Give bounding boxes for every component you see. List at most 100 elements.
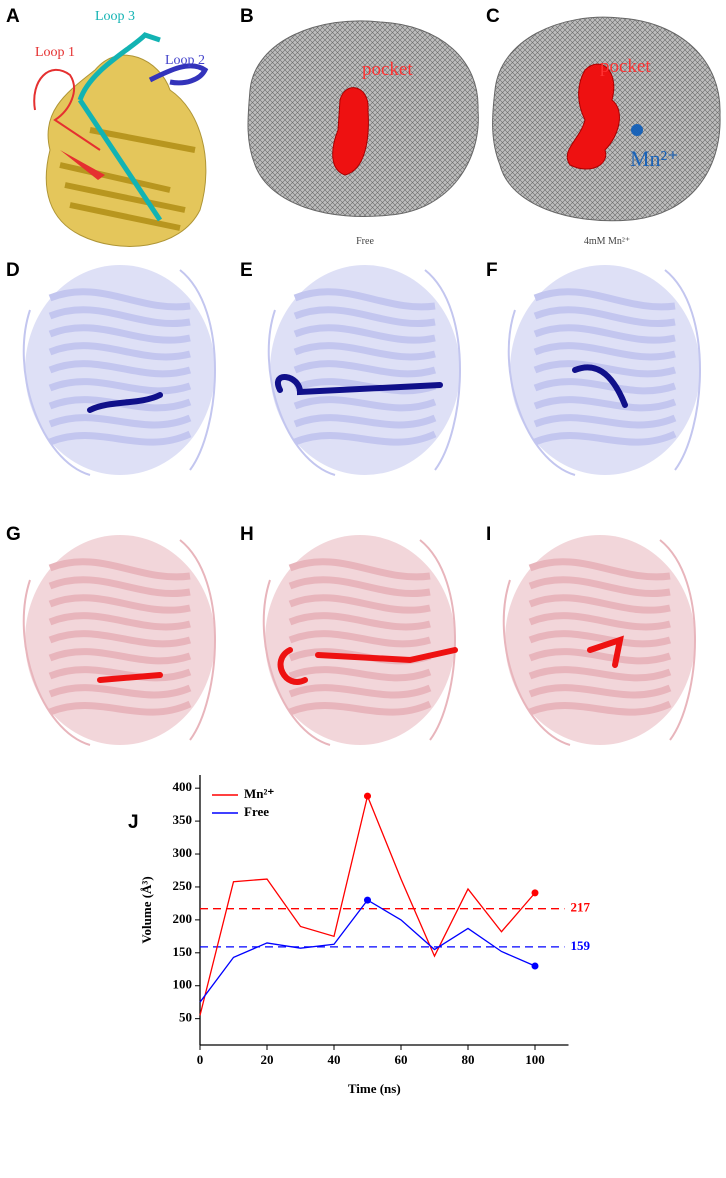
chart-j: J 50 100 150 200 250 300 350 400 0 20 40 60 80 100 Time… — [128, 775, 591, 1096]
beta-strand — [293, 288, 436, 311]
panel-label: G — [6, 524, 21, 545]
highlight — [87, 392, 163, 413]
y-tick-label: 350 — [173, 812, 193, 827]
panel-c: C pocket Mn²⁺ 4mM Mn²⁺ — [486, 6, 721, 247]
beta-strand — [48, 576, 191, 597]
x-tick-label: 60 — [395, 1052, 408, 1067]
legend-label: Mn²⁺ — [244, 786, 274, 801]
reference-label: 159 — [571, 938, 591, 953]
ribbon-core — [45, 54, 207, 247]
beta-strand — [528, 666, 672, 682]
ion-label: Mn²⁺ — [630, 146, 679, 171]
beta-strand — [528, 700, 672, 716]
x-tick-label: 40 — [328, 1052, 341, 1067]
beta-strand — [48, 288, 191, 311]
beta-strand — [48, 306, 191, 327]
highlight — [97, 672, 163, 683]
beta-strands — [59, 127, 196, 231]
highlight — [572, 364, 628, 408]
beta-strand — [528, 558, 671, 581]
beta-strand — [533, 414, 677, 429]
point-marker — [364, 896, 371, 904]
series-line — [199, 793, 536, 1016]
beta-strand — [288, 558, 431, 581]
beta-strand — [48, 558, 191, 581]
highlight — [275, 374, 443, 396]
pocket-label: pocket — [362, 59, 413, 80]
protein-panels: D E F G H I — [6, 260, 701, 746]
series-line — [199, 899, 536, 1003]
beta-strand — [48, 414, 192, 429]
beta-strand — [48, 612, 191, 631]
beta-strand — [48, 648, 192, 665]
beta-strand — [528, 648, 672, 665]
beta-strand — [528, 594, 671, 614]
beta-strand — [293, 306, 436, 327]
loops — [267, 269, 461, 476]
x-tick-label: 100 — [525, 1052, 545, 1067]
panel-label: F — [486, 260, 498, 281]
beta-strand — [288, 666, 432, 682]
x-axis-label: Time (ns) — [348, 1081, 401, 1096]
point-marker — [531, 962, 539, 970]
beta-strand — [48, 430, 192, 446]
beta-strand — [293, 324, 436, 344]
beta-strand — [293, 430, 437, 446]
panel-a: A Loop 1 Loop 3 Loop 2 — [6, 6, 209, 247]
beta-strand — [533, 396, 677, 412]
y-tick-label: 150 — [173, 944, 193, 959]
beta-strand — [48, 666, 192, 682]
legend-label: Free — [244, 804, 269, 819]
beta-strand — [528, 576, 671, 597]
ion — [631, 124, 643, 136]
beta-strand — [48, 360, 192, 378]
point-marker — [531, 889, 539, 897]
beta-strand — [293, 360, 437, 378]
beta-strand — [48, 342, 191, 361]
loop-label: Loop 2 — [165, 53, 205, 68]
y-tick-label: 100 — [173, 977, 193, 992]
panel-label: J — [128, 812, 139, 833]
y-tick-label: 300 — [173, 845, 193, 860]
x-tick-label: 0 — [197, 1052, 204, 1067]
loops — [22, 269, 216, 476]
caption: Free — [356, 236, 374, 247]
highlight — [587, 635, 624, 668]
beta-strand — [48, 378, 192, 395]
point-marker — [364, 792, 371, 800]
y-tick-label: 200 — [173, 911, 193, 926]
loops — [22, 539, 216, 746]
y-axis-label: Volume (Å³) — [139, 876, 154, 943]
x-tick-label: 20 — [261, 1052, 274, 1067]
beta-strand — [533, 360, 677, 378]
loops — [262, 539, 456, 746]
beta-strand — [288, 612, 431, 631]
highlight — [277, 647, 458, 685]
beta-strand — [528, 630, 672, 648]
beta-strand — [528, 612, 671, 631]
pocket — [566, 63, 620, 170]
loops — [507, 269, 701, 476]
beta-strand — [288, 594, 431, 614]
loop-label: Loop 1 — [35, 45, 75, 60]
beta-strand — [533, 430, 677, 446]
beta-strand — [288, 576, 431, 597]
y-tick-label: 400 — [173, 779, 193, 794]
beta-strand — [48, 684, 192, 699]
loop-label: Loop 3 — [95, 9, 135, 24]
y-tick-label: 50 — [179, 1010, 192, 1025]
reference-label: 217 — [571, 900, 591, 915]
beta-strand — [288, 630, 432, 648]
beta-strand — [293, 396, 437, 412]
panel-label: I — [486, 524, 491, 545]
pocket — [332, 87, 369, 176]
panel-label: E — [240, 260, 253, 281]
beta-strand — [528, 684, 672, 699]
beta-strand — [48, 324, 191, 344]
beta-strand — [533, 342, 676, 361]
beta-strand — [293, 414, 437, 429]
panel-label: H — [240, 524, 254, 545]
x-tick-label: 80 — [462, 1052, 475, 1067]
loop-2 — [148, 63, 209, 86]
